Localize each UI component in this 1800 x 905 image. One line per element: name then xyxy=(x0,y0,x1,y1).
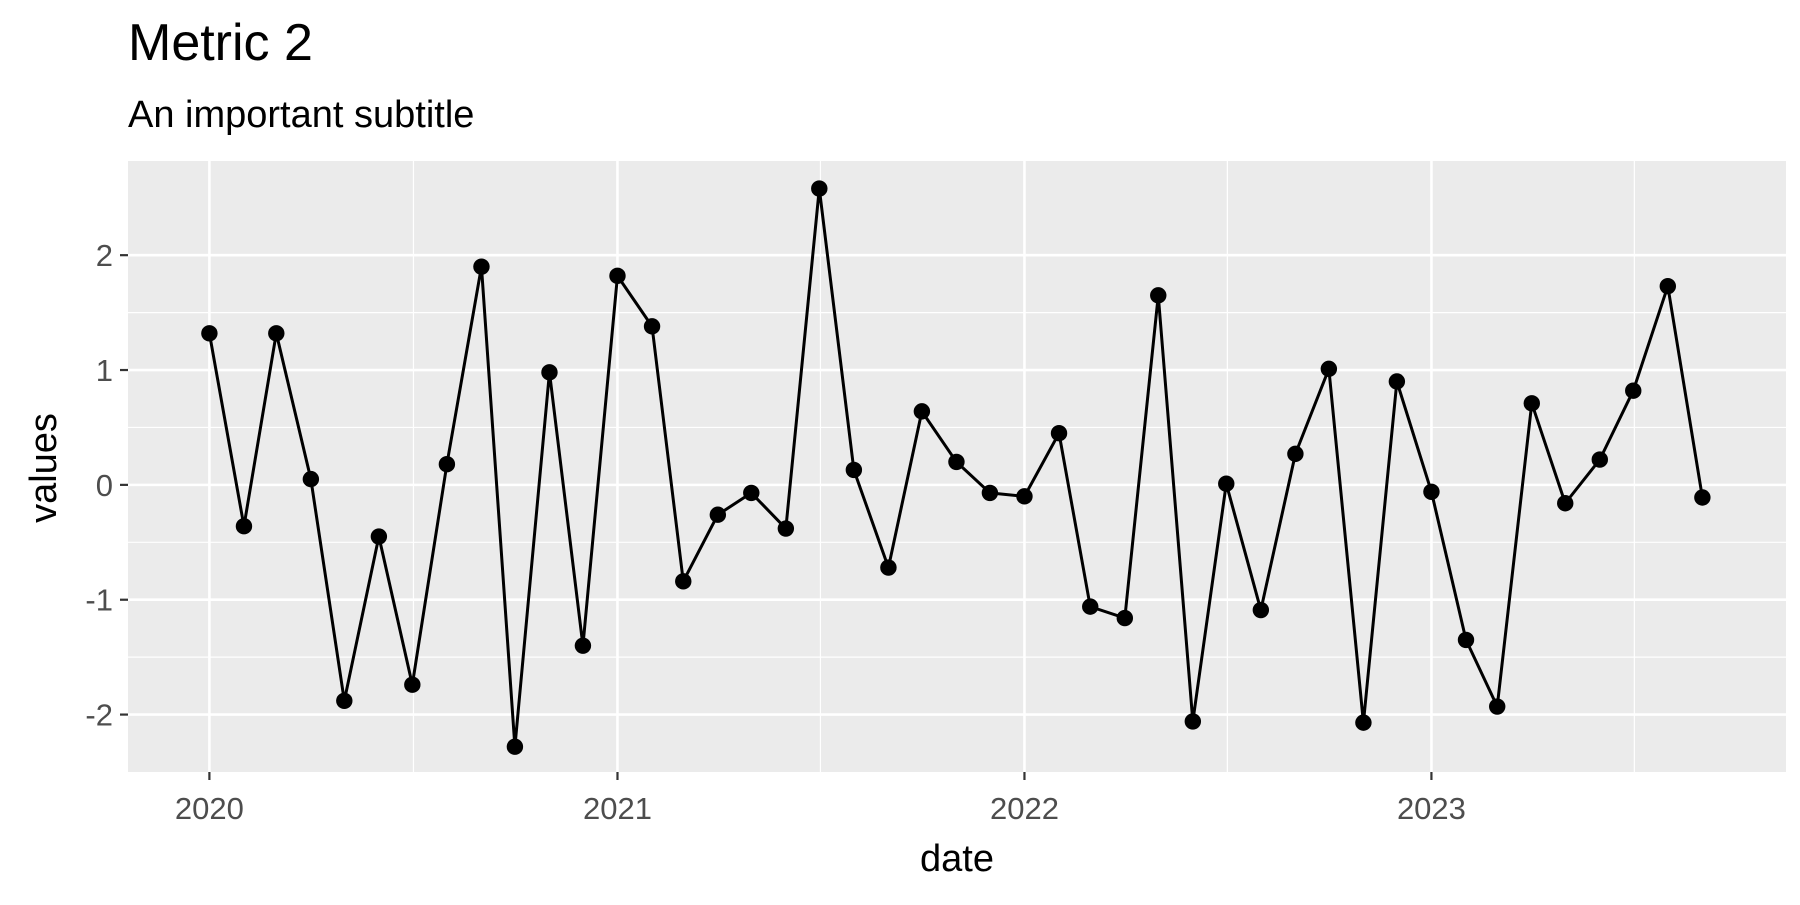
data-point xyxy=(506,738,524,755)
x-tick-label: 2020 xyxy=(175,791,244,826)
data-point xyxy=(1659,277,1677,295)
y-axis: -2 -1 0 1 2 xyxy=(85,238,128,733)
data-point xyxy=(981,484,999,502)
x-tick-label: 2022 xyxy=(990,791,1059,826)
data-point xyxy=(235,518,253,535)
chart-title: Metric 2 xyxy=(128,14,313,72)
y-tick-label: -1 xyxy=(85,583,113,618)
data-point xyxy=(336,692,353,709)
y-axis-title: values xyxy=(23,413,65,523)
data-point xyxy=(370,528,388,545)
y-tick-label: -2 xyxy=(85,698,113,733)
data-point xyxy=(709,506,727,523)
x-axis: 2020 2021 2022 2023 xyxy=(175,772,1466,826)
data-point xyxy=(1287,445,1304,463)
data-point xyxy=(1252,601,1270,619)
data-point xyxy=(1489,698,1506,715)
data-point xyxy=(404,676,421,693)
data-point xyxy=(1523,395,1540,412)
data-point xyxy=(1184,713,1202,730)
data-point xyxy=(1082,598,1099,615)
series-layer xyxy=(201,180,1711,755)
data-point xyxy=(1591,451,1608,468)
x-tick-label: 2021 xyxy=(583,791,652,826)
y-tick-label: 2 xyxy=(96,238,113,273)
data-point xyxy=(880,559,897,576)
data-point xyxy=(1016,488,1033,505)
data-point xyxy=(1388,373,1406,390)
data-point xyxy=(574,637,592,654)
y-tick-label: 0 xyxy=(96,468,113,503)
data-point xyxy=(438,456,456,473)
y-tick-label: 1 xyxy=(96,353,113,388)
data-point xyxy=(777,520,795,537)
chart-subtitle: An important subtitle xyxy=(128,94,474,136)
data-point xyxy=(473,258,490,275)
data-point xyxy=(302,470,320,488)
minor-gridlines xyxy=(128,161,1786,772)
data-point xyxy=(743,484,760,502)
data-point xyxy=(845,461,863,479)
data-point xyxy=(1150,287,1167,304)
data-point xyxy=(913,403,931,420)
data-point xyxy=(1625,382,1642,399)
data-point xyxy=(1218,475,1235,492)
data-point xyxy=(268,325,285,342)
data-point xyxy=(643,318,661,335)
data-point xyxy=(541,364,558,381)
data-point xyxy=(1694,489,1711,506)
data-point xyxy=(811,180,828,197)
data-point xyxy=(1557,495,1574,512)
x-axis-title: date xyxy=(920,838,994,880)
data-point xyxy=(1457,631,1475,649)
x-tick-label: 2023 xyxy=(1397,791,1466,826)
data-point xyxy=(201,325,218,342)
data-point xyxy=(1423,483,1440,500)
data-point xyxy=(1320,360,1338,378)
data-point xyxy=(1050,424,1068,442)
data-point xyxy=(1355,714,1372,731)
data-point xyxy=(948,453,965,471)
data-point xyxy=(609,267,626,285)
data-point xyxy=(675,573,692,590)
data-point xyxy=(1116,609,1134,627)
